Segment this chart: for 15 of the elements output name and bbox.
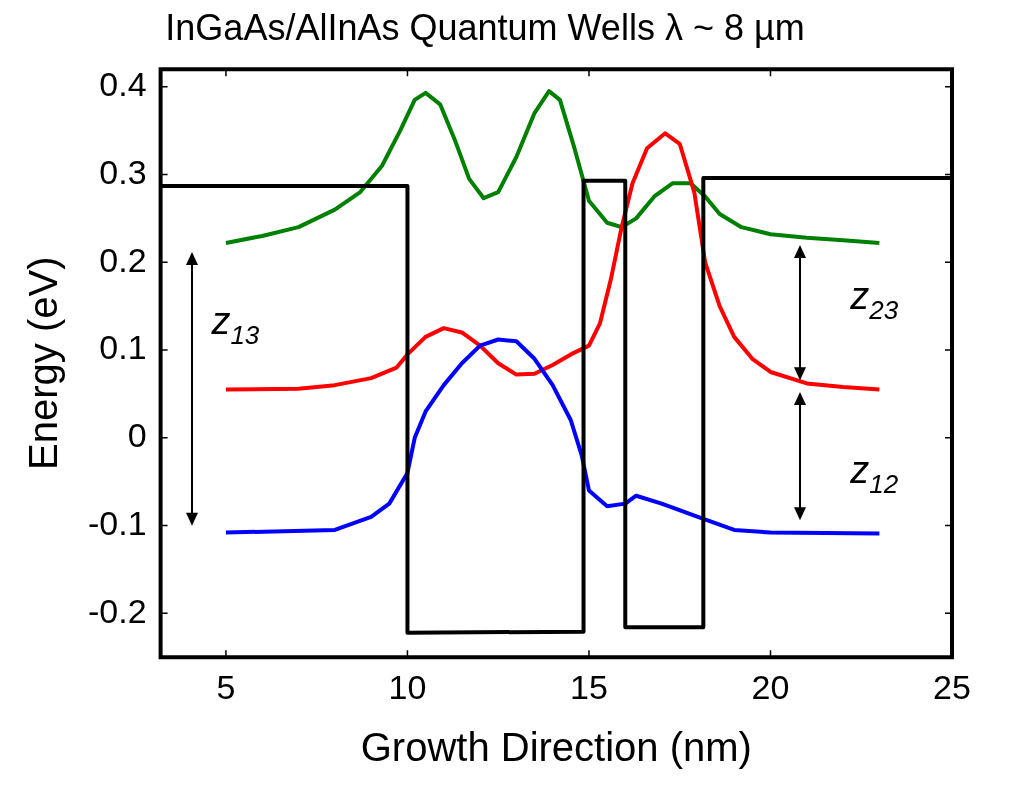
x-tick-label: 20 [751, 667, 790, 706]
x-tick-label: 25 [933, 667, 971, 706]
chart-title: InGaAs/AlInAs Quantum Wells λ ~ 8 µm [165, 6, 805, 48]
y-tick-label: 0.3 [99, 152, 147, 191]
x-tick-label: 10 [388, 667, 427, 706]
y-tick-label: 0 [127, 416, 147, 455]
y-axis-title: Energy (eV) [21, 256, 66, 470]
y-tick-label: -0.2 [87, 591, 147, 630]
y-tick-label: 0.4 [99, 65, 147, 104]
y-tick-label: 0.2 [99, 240, 147, 279]
x-tick-label: 5 [216, 667, 236, 706]
y-tick-label: -0.1 [87, 503, 147, 542]
y-tick-label: 0.1 [99, 328, 147, 367]
x-axis-title: Growth Direction (nm) [360, 725, 752, 770]
x-tick-label: 15 [570, 667, 608, 706]
